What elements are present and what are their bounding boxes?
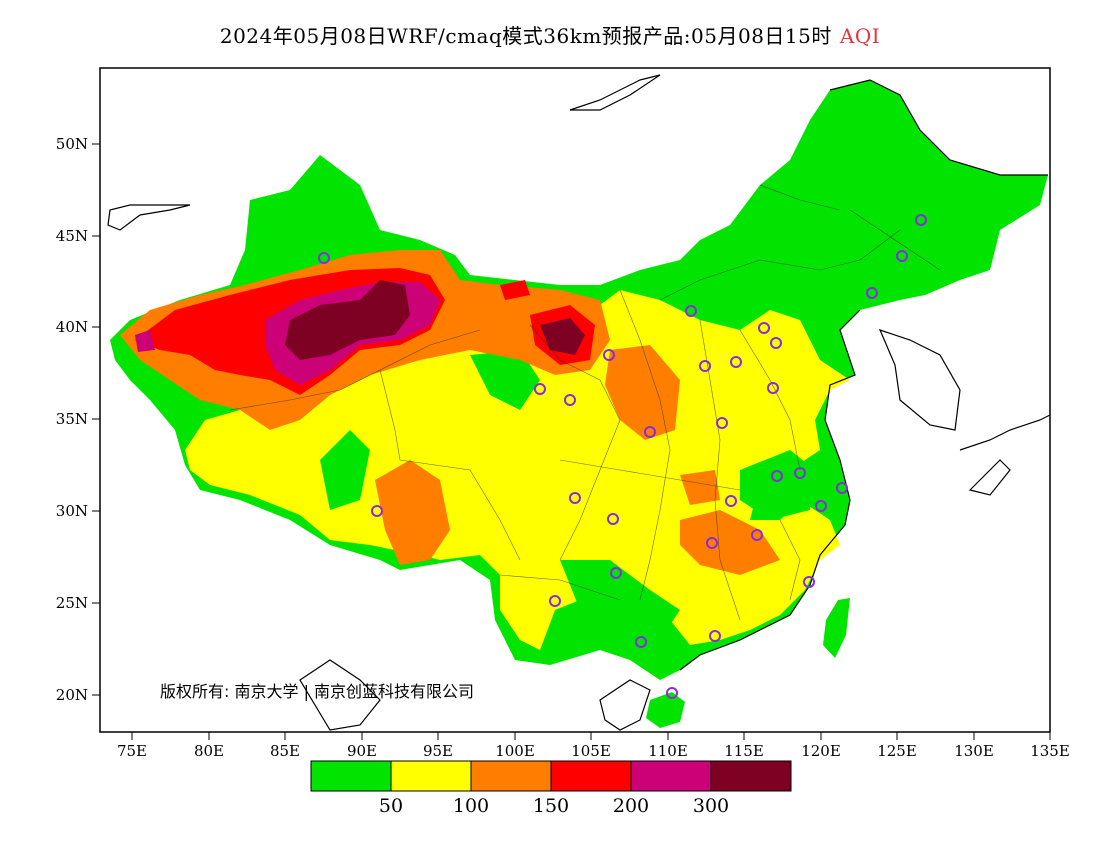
station-marker (803, 576, 815, 588)
lon-tick-label: 135E (1030, 742, 1070, 760)
aqi-region-good-patch (470, 350, 540, 410)
aqi-region-unhealthy (500, 280, 530, 300)
station-marker (836, 482, 848, 494)
colorbar-swatch-moderate (390, 760, 472, 792)
station-marker (896, 250, 908, 262)
colorbar-label: 300 (693, 795, 729, 817)
lat-tick-label: 25N (56, 594, 88, 612)
colorbar-swatch-unhealthy (550, 760, 632, 792)
lon-tick-label: 110E (648, 742, 688, 760)
lat-tick-label: 20N (56, 686, 88, 704)
map-frame (99, 67, 1051, 733)
tick-marks (92, 143, 1051, 740)
lat-tick-label: 50N (56, 135, 88, 153)
colorbar: 50 100 150 200 300 (310, 760, 792, 817)
station-marker (635, 636, 647, 648)
lon-tick-label: 85E (270, 742, 300, 760)
station-marker (770, 337, 782, 349)
aqi-region-very-unhealthy (135, 330, 155, 352)
aqi-region-sensitive (605, 345, 680, 440)
station-marker (794, 467, 806, 479)
station-markers (318, 214, 927, 699)
lon-tick-label: 100E (495, 742, 535, 760)
aqi-region-moderate (185, 290, 850, 650)
aqi-region-sensitive (375, 460, 450, 565)
colorbar-swatch-good (310, 760, 392, 792)
lat-tick-label: 30N (56, 502, 88, 520)
map-area: 版权所有: 南京大学 | 南京创蓝科技有限公司 (107, 74, 1050, 731)
colorbar-swatch-sensitive (470, 760, 552, 792)
station-marker (730, 356, 742, 368)
latitude-labels: 50N 45N 40N 35N 30N 25N 20N (56, 135, 88, 704)
lon-tick-label: 130E (954, 742, 994, 760)
title-variable: AQI (839, 24, 881, 48)
colorbar-label: 100 (453, 795, 489, 817)
lon-tick-label: 105E (571, 742, 611, 760)
copyright-text: 版权所有: 南京大学 | 南京创蓝科技有限公司 (160, 682, 474, 701)
station-marker (564, 394, 576, 406)
aqi-region-good-patch (740, 450, 815, 520)
aqi-region-sensitive (680, 510, 780, 575)
title-main: 2024年05月08日WRF/cmaq模式36km预报产品:05月08日15时 (219, 24, 832, 48)
lat-tick-label: 45N (56, 227, 88, 245)
aqi-region-hazardous (540, 318, 585, 355)
station-marker (607, 513, 619, 525)
station-marker (767, 382, 779, 394)
station-marker (915, 214, 927, 226)
aqi-region-hazardous (285, 280, 410, 360)
station-marker (685, 305, 697, 317)
station-marker (716, 417, 728, 429)
lat-tick-label: 35N (56, 410, 88, 428)
aqi-region-sensitive (680, 470, 720, 505)
station-marker (771, 470, 783, 482)
station-marker (866, 287, 878, 299)
station-marker (815, 500, 827, 512)
station-marker (610, 567, 622, 579)
map-title: 2024年05月08日WRF/cmaq模式36km预报产品:05月08日15时 A… (0, 20, 1100, 49)
longitude-labels: 75E 80E 85E 90E 95E 100E 105E 110E 115E … (117, 742, 1070, 760)
colorbar-label: 200 (613, 795, 649, 817)
station-marker (751, 529, 763, 541)
lat-tick-label: 40N (56, 318, 88, 336)
station-marker (644, 426, 656, 438)
colorbar-swatch-hazardous (710, 760, 792, 792)
station-marker (603, 349, 615, 361)
colorbar-swatch-very-unhealthy (630, 760, 712, 792)
station-marker (758, 322, 770, 334)
colorbar-label: 150 (533, 795, 569, 817)
station-marker (706, 537, 718, 549)
hainan-island (646, 692, 685, 728)
lon-tick-label: 95E (423, 742, 453, 760)
station-marker (371, 505, 383, 517)
station-marker (534, 383, 546, 395)
taiwan-island (823, 598, 850, 658)
lon-tick-label: 120E (801, 742, 841, 760)
colorbar-label: 50 (379, 795, 403, 817)
lon-tick-label: 75E (117, 742, 147, 760)
station-marker (709, 630, 721, 642)
lon-tick-label: 90E (347, 742, 377, 760)
station-marker (666, 687, 678, 699)
station-marker (699, 360, 711, 372)
lon-tick-label: 115E (724, 742, 764, 760)
station-marker (549, 595, 561, 607)
station-marker (725, 495, 737, 507)
lon-tick-label: 125E (877, 742, 917, 760)
station-marker (318, 252, 330, 264)
coastline-borders (107, 74, 1050, 731)
lon-tick-label: 80E (194, 742, 224, 760)
station-marker (569, 492, 581, 504)
aqi-region-good-patch (320, 430, 370, 510)
